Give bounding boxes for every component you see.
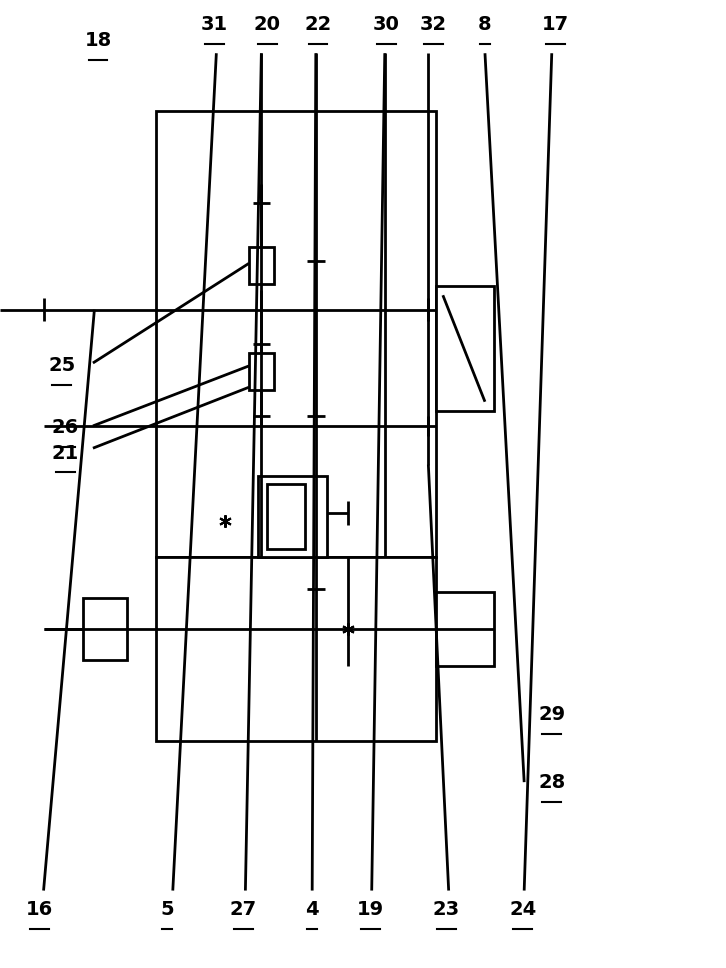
Text: 28: 28 — [538, 772, 566, 792]
Text: 21: 21 — [52, 443, 79, 463]
Text: 32: 32 — [420, 15, 447, 34]
Text: 16: 16 — [26, 900, 54, 920]
Text: 29: 29 — [538, 705, 566, 724]
Bar — [436, 592, 494, 666]
Text: 27: 27 — [229, 900, 257, 920]
Text: 4: 4 — [306, 900, 319, 920]
Bar — [267, 484, 305, 549]
Text: 5: 5 — [160, 900, 174, 920]
Text: 18: 18 — [84, 31, 112, 50]
Text: 31: 31 — [200, 15, 228, 34]
Bar — [436, 286, 494, 411]
Bar — [83, 598, 127, 660]
Bar — [258, 476, 327, 557]
Text: 30: 30 — [372, 15, 400, 34]
Text: 17: 17 — [542, 15, 569, 34]
Text: 8: 8 — [478, 15, 492, 34]
Text: 25: 25 — [48, 356, 76, 376]
Text: 23: 23 — [433, 900, 460, 920]
Bar — [249, 353, 274, 390]
Bar — [156, 111, 436, 557]
Text: 24: 24 — [509, 900, 537, 920]
Text: 22: 22 — [304, 15, 332, 34]
Bar — [156, 557, 436, 741]
Text: 20: 20 — [253, 15, 281, 34]
Text: 26: 26 — [52, 418, 79, 438]
Text: 19: 19 — [356, 900, 384, 920]
Bar — [249, 247, 274, 284]
